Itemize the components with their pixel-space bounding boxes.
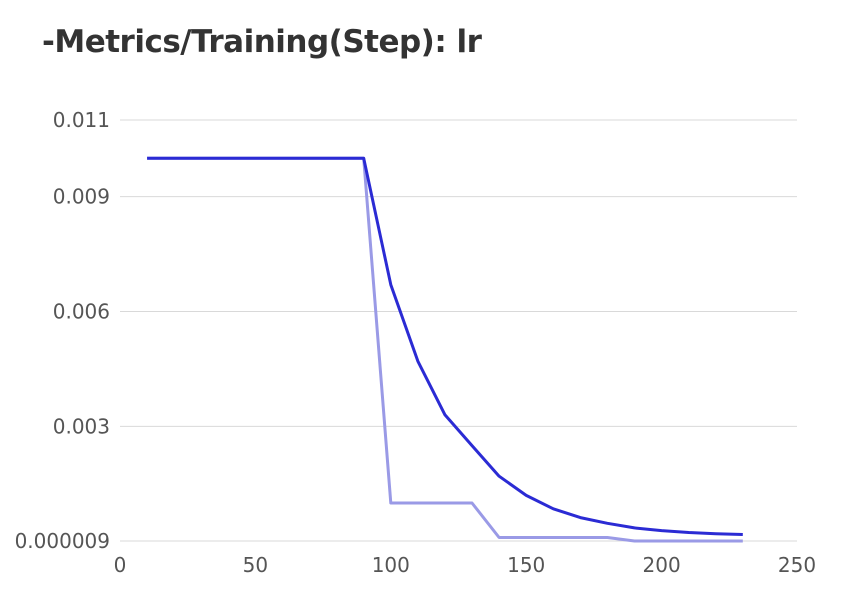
series-line-1 (147, 156, 743, 536)
x-tick-label: 100 (372, 553, 410, 577)
y-tick-label: 0.009 (53, 185, 110, 209)
x-tick-label: 0 (114, 553, 127, 577)
gridlines (120, 119, 797, 542)
y-tick-label: 0.006 (53, 300, 110, 324)
x-tick-label: 50 (243, 553, 268, 577)
x-tick-label: 200 (643, 553, 681, 577)
y-axis-ticks: 0.000009 0.003 0.006 0.009 0.011 (15, 108, 110, 553)
y-tick-label: 0.003 (53, 414, 110, 438)
chart-title: -Metrics/Training(Step): lr (42, 24, 482, 60)
x-axis-ticks: 0 50 100 150 200 250 (114, 553, 816, 577)
series-line-0 (147, 156, 743, 543)
x-tick-label: 250 (778, 553, 816, 577)
series-lines (147, 156, 743, 543)
x-tick-label: 150 (507, 553, 545, 577)
y-tick-label: 0.011 (53, 108, 110, 132)
y-tick-label: 0.000009 (15, 529, 110, 553)
